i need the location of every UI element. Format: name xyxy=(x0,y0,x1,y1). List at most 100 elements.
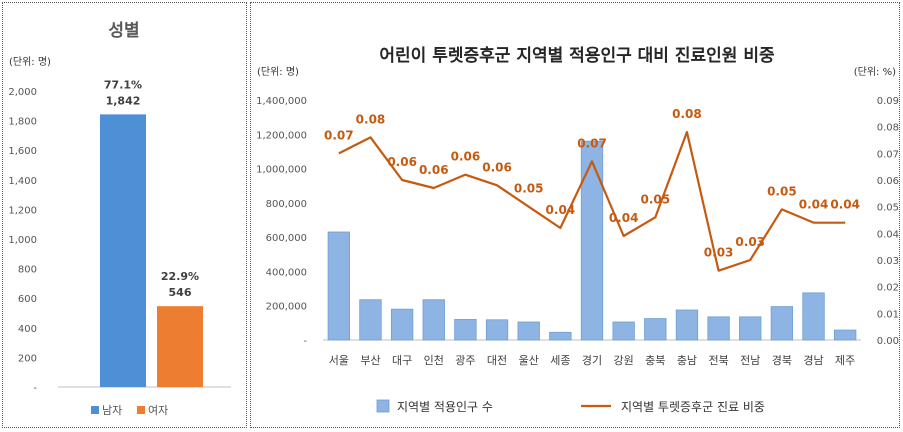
line-data-label: 0.04 xyxy=(609,211,639,225)
line-data-label: 0.04 xyxy=(830,198,860,212)
line-data-label: 0.03 xyxy=(704,246,734,260)
x-tick-label: 전북 xyxy=(708,354,728,367)
left-axis-unit-label: (단위: 명) xyxy=(257,65,299,78)
bar-population xyxy=(485,319,509,341)
data-label: 546 xyxy=(169,286,192,299)
line-data-label: 0.04 xyxy=(799,198,829,212)
x-tick-label: 전남 xyxy=(740,354,760,367)
x-tick-label: 강원 xyxy=(614,354,634,367)
bar-population xyxy=(644,318,667,341)
line-data-label: 0.05 xyxy=(640,192,670,206)
line-data-label: 0.04 xyxy=(546,203,576,217)
bar-female xyxy=(157,306,203,387)
right-y-tick-label: 0.08 xyxy=(877,123,899,134)
x-tick-label: 부산 xyxy=(360,354,380,367)
line-data-label: 0.07 xyxy=(324,128,354,142)
bar-population xyxy=(422,299,445,341)
legend-bar-label: 지역별 적용인구 수 xyxy=(397,400,493,414)
left-y-tick-label: 200,000 xyxy=(266,302,307,313)
y-tick-label: 1,400 xyxy=(8,176,37,187)
bar-male xyxy=(100,114,146,387)
line-data-label: 0.07 xyxy=(577,136,607,150)
bar-population xyxy=(327,231,350,341)
y-axis-unit-label: (단위: 명) xyxy=(9,55,51,68)
y-tick-label: 1,000 xyxy=(8,235,37,246)
y-tick-label: 800 xyxy=(18,265,37,276)
y-tick-label: 1,600 xyxy=(8,146,37,157)
legend-bar-swatch xyxy=(376,399,390,413)
y-tick-label: 1,800 xyxy=(8,117,37,128)
x-tick-label: 제주 xyxy=(835,354,855,367)
line-data-label: 0.08 xyxy=(356,112,386,126)
chart-title: 성별 xyxy=(108,21,139,41)
line-ratio-series xyxy=(338,130,846,272)
bar-population xyxy=(454,319,477,341)
y-tick-label: 400 xyxy=(18,324,37,335)
data-label: 1,842 xyxy=(106,94,141,107)
bar-population xyxy=(359,299,382,341)
gender-chart-panel: 성별 (단위: 명) - 200 400 600 800 1,000 1,200 1,400 1,6… xyxy=(2,2,247,428)
line-data-label: 0.06 xyxy=(482,160,512,174)
left-y-tick-label: 1,000,000 xyxy=(256,165,307,176)
right-y-tick-label: 0.00 xyxy=(877,336,899,347)
bar-population xyxy=(580,140,604,341)
bar-population xyxy=(390,308,414,341)
x-tick-label: 경기 xyxy=(582,354,602,367)
right-y-tick-label: 0.09 xyxy=(877,96,899,107)
x-tick-label: 세종 xyxy=(550,354,570,367)
gender-chart: 성별 (단위: 명) - 200 400 600 800 1,000 1,200 1,400 1,6… xyxy=(8,21,231,417)
right-y-tick-label: 0.05 xyxy=(877,203,899,214)
y-tick-label: 200 xyxy=(18,353,37,364)
y-tick-label: 600 xyxy=(18,294,37,305)
left-y-tick-label: 600,000 xyxy=(266,233,307,244)
right-y-tick-label: 0.07 xyxy=(877,149,899,160)
left-y-tick-label: 800,000 xyxy=(266,199,307,210)
left-y-tick-label: 400,000 xyxy=(266,267,307,278)
x-tick-label: 충남 xyxy=(677,354,697,367)
line-data-label: 0.06 xyxy=(387,155,417,169)
x-tick-label: 서울 xyxy=(329,354,349,367)
bar-population xyxy=(834,329,857,341)
line-data-label: 0.06 xyxy=(451,150,481,164)
legend-swatch xyxy=(91,406,99,414)
bar-population xyxy=(739,316,762,341)
bar-population xyxy=(802,292,825,341)
x-tick-label: 광주 xyxy=(455,354,475,367)
right-y-tick-label: 0.04 xyxy=(877,229,899,240)
region-chart-panel: 어린이 투렛증후군 지역별 적용인구 대비 진료인원 비중 (단위: 명) (단위:… xyxy=(250,2,900,428)
x-tick-label: 인천 xyxy=(424,353,444,367)
line-data-label: 0.05 xyxy=(767,184,797,198)
line-data-label: 0.06 xyxy=(419,163,449,177)
bar-population xyxy=(770,306,794,341)
bar-population xyxy=(517,321,540,341)
bar-population xyxy=(675,309,699,341)
right-y-tick-label: 0.01 xyxy=(877,309,899,320)
y-tick-label: 1,200 xyxy=(8,205,37,216)
x-tick-label: 대전 xyxy=(487,354,507,367)
y-tick-label: - xyxy=(33,383,37,394)
left-y-tick-label: - xyxy=(303,336,307,347)
x-tick-label: 경남 xyxy=(803,354,823,367)
right-axis-unit-label: (단위: %) xyxy=(854,65,896,78)
x-tick-label: 대구 xyxy=(392,354,412,367)
line-data-label: 0.05 xyxy=(514,182,544,196)
left-y-tick-label: 1,200,000 xyxy=(256,130,307,141)
percent-label: 77.1% xyxy=(104,78,142,91)
legend-swatch xyxy=(137,406,145,414)
x-tick-label: 충북 xyxy=(645,354,665,367)
x-tick-label: 울산 xyxy=(519,354,539,367)
bar-population xyxy=(549,331,572,341)
legend-line-label: 지역별 투렛증후군 진료 비중 xyxy=(621,400,765,414)
percent-label: 22.9% xyxy=(161,270,199,283)
legend-label: 여자 xyxy=(148,404,168,417)
chart-title: 어린이 투렛증후군 지역별 적용인구 대비 진료인원 비중 xyxy=(379,45,775,66)
right-y-tick-label: 0.06 xyxy=(877,176,899,187)
line-data-label: 0.08 xyxy=(672,107,702,121)
right-y-tick-label: 0.03 xyxy=(877,256,899,267)
legend-label: 남자 xyxy=(102,404,122,417)
bar-population xyxy=(612,321,635,341)
bar-population xyxy=(707,316,730,341)
y-tick-label: 2,000 xyxy=(8,87,37,98)
left-y-tick-label: 1,400,000 xyxy=(256,96,307,107)
region-chart: 어린이 투렛증후군 지역별 적용인구 대비 진료인원 비중 (단위: 명) (단위:… xyxy=(256,45,899,414)
